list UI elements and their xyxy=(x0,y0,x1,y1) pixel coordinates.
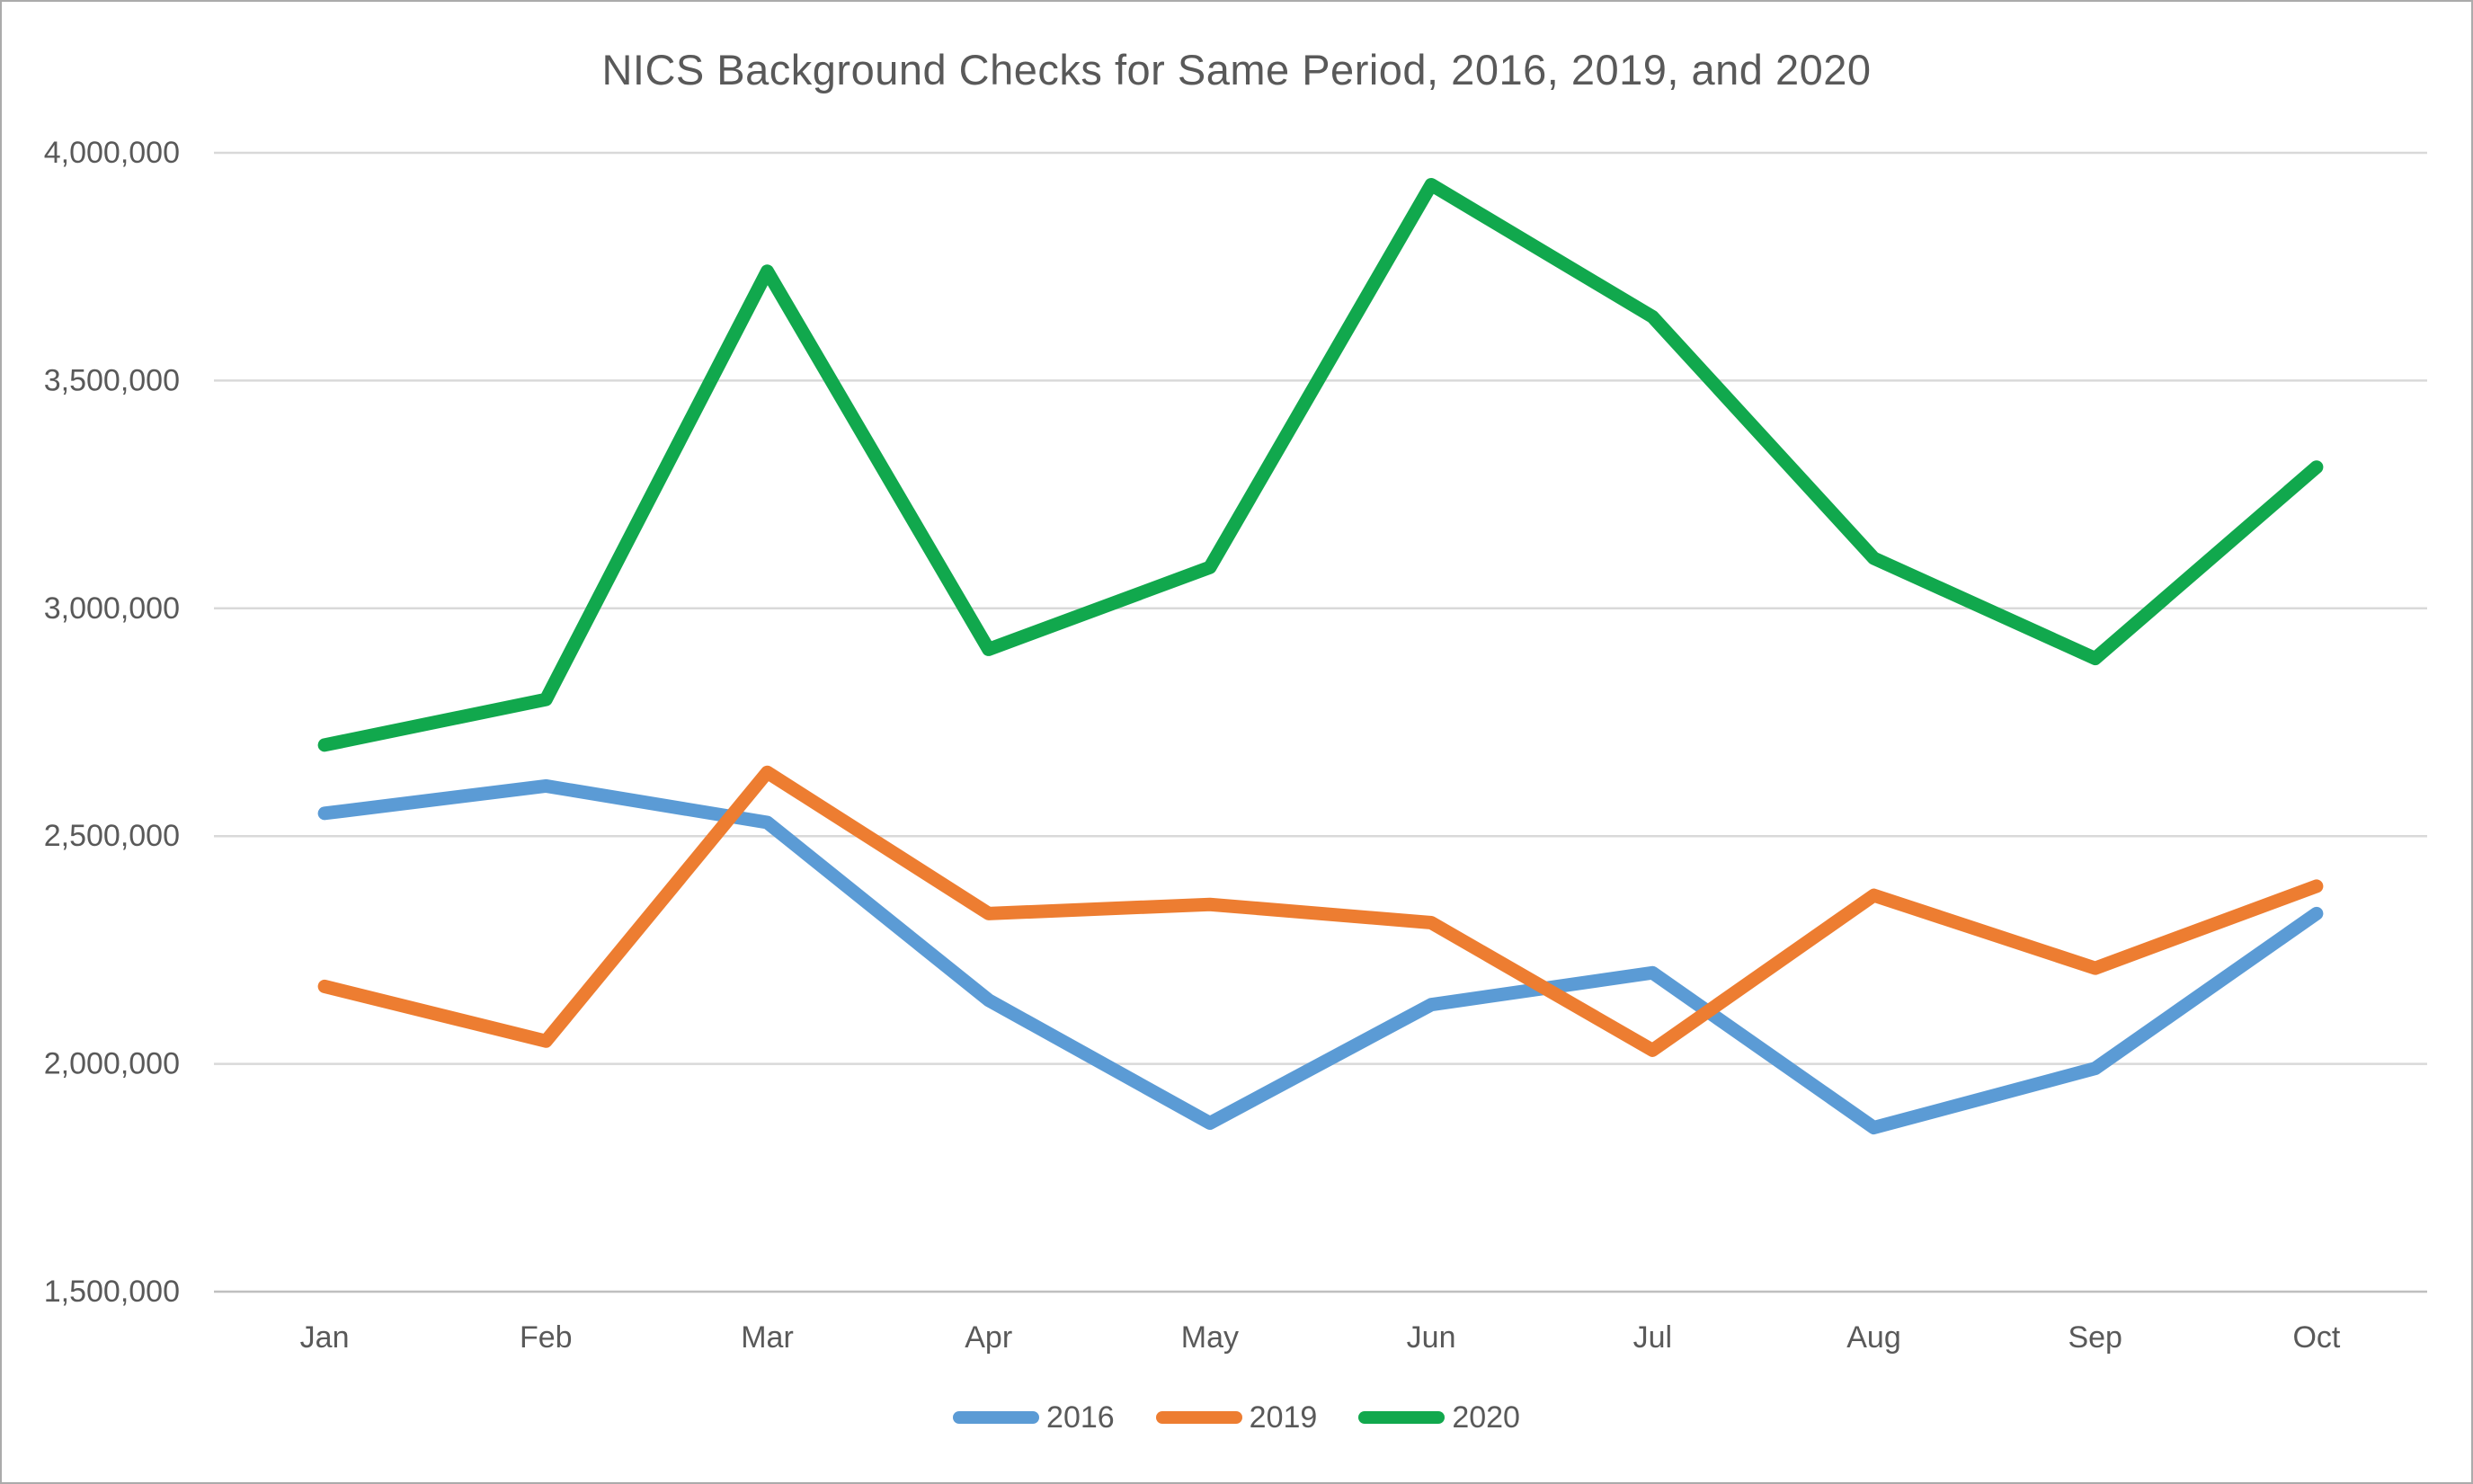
x-axis-tick-label: Feb xyxy=(520,1320,573,1355)
x-axis-tick-label: Oct xyxy=(2292,1320,2340,1355)
chart-legend: 2016 2019 2020 xyxy=(0,1402,2473,1433)
y-axis-tick-label: 3,000,000 xyxy=(44,591,180,626)
series-line-2019 xyxy=(317,765,2324,1057)
legend-item-2019: 2019 xyxy=(1155,1400,1318,1435)
legend-swatch-2019 xyxy=(1155,1411,1242,1424)
legend-label: 2019 xyxy=(1249,1400,1318,1435)
legend-swatch-2016 xyxy=(953,1411,1040,1424)
x-axis-tick-label: May xyxy=(1181,1320,1239,1355)
legend-label: 2016 xyxy=(1046,1400,1115,1435)
x-axis-tick-label: Jul xyxy=(1633,1320,1672,1355)
chart-title: NICS Background Checks for Same Period, … xyxy=(601,46,1872,93)
x-axis-tick-label: Jun xyxy=(1407,1320,1456,1355)
legend-item-2016: 2016 xyxy=(953,1402,1115,1433)
y-axis-tick-label: 3,500,000 xyxy=(44,363,180,397)
x-axis-tick-label: Mar xyxy=(741,1320,794,1355)
legend-label: 2020 xyxy=(1452,1400,1520,1435)
y-axis-tick-label: 2,000,000 xyxy=(44,1047,180,1081)
legend-swatch-2020 xyxy=(1358,1411,1446,1424)
x-axis-tick-label: Sep xyxy=(2068,1320,2122,1355)
y-axis-tick-label: 4,000,000 xyxy=(44,136,180,170)
y-axis-tick-label: 2,500,000 xyxy=(44,819,180,853)
series-line-2016 xyxy=(317,778,2324,1135)
x-axis-tick-label: Apr xyxy=(965,1320,1012,1355)
x-axis-tick-label: Aug xyxy=(1846,1320,1901,1355)
legend-item-2020: 2020 xyxy=(1358,1402,1520,1433)
y-axis-tick-label: 1,500,000 xyxy=(44,1275,180,1309)
x-axis-tick-label: Jan xyxy=(300,1320,350,1355)
series-line-2020 xyxy=(317,177,2324,752)
